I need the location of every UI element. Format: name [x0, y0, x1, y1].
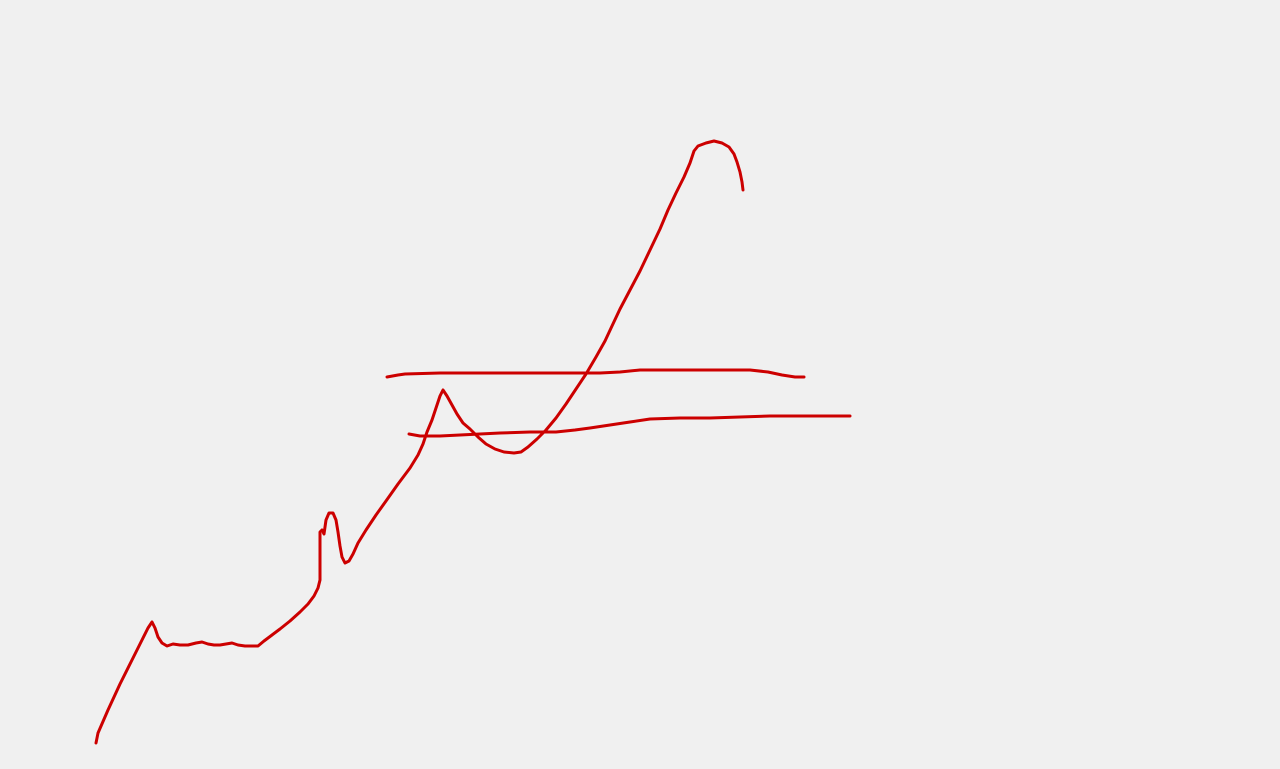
- lower-horizontal-line-stroke: [407, 414, 852, 438]
- upper-horizontal-line-stroke: [385, 368, 806, 379]
- price-line-stroke: [94, 139, 745, 745]
